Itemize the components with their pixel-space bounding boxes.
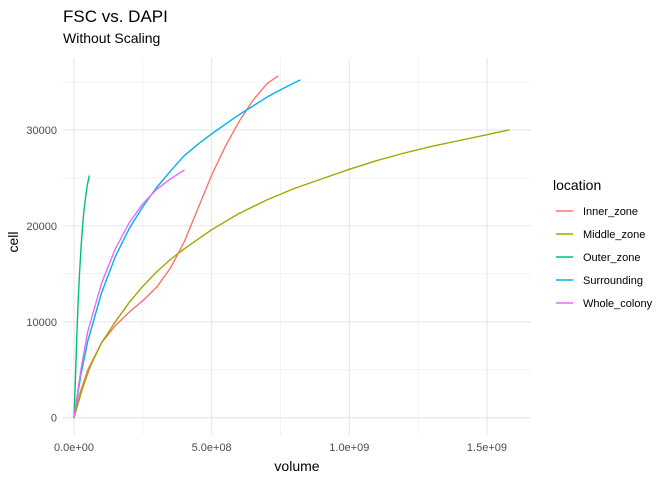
gridlines [63,58,531,435]
y-tick-label-3: 30000 [26,125,57,137]
legend-label-whole-colony: Whole_colony [583,298,653,310]
legend-title: location [553,177,601,193]
x-tick-label-2: 1.0e+09 [329,442,369,454]
x-tick-label-3: 1.5e+09 [467,442,507,454]
legend-label-inner-zone: Inner_zone [583,206,638,218]
legend-label-outer-zone: Outer_zone [583,252,640,264]
chart-subtitle: Without Scaling [63,30,160,46]
legend-label-surrounding: Surrounding [583,275,643,287]
x-tick-label-0: 0.0e+00 [54,442,94,454]
legend: Inner_zone Middle_zone Outer_zone Surroundi… [556,206,653,310]
x-axis-title: volume [274,458,319,474]
series-line-outer-zone [73,175,90,419]
series-line-middle-zone [73,129,510,419]
x-tick-label-1: 5.0e+08 [192,442,232,454]
series-line-inner-zone [73,75,279,419]
y-axis-title: cell [5,231,21,252]
y-tick-label-2: 20000 [26,221,57,233]
series-line-surrounding [73,79,301,419]
y-tick-label-1: 10000 [26,317,57,329]
plot-lines [73,75,510,419]
tick-labels: 0.0e+00 5.0e+08 1.0e+09 1.5e+09 0 10000 20000 3… [26,125,507,454]
legend-label-middle-zone: Middle_zone [583,229,645,241]
y-tick-label-0: 0 [51,413,57,425]
chart-title: FSC vs. DAPI [63,7,168,26]
series-line-whole-colony [73,169,185,419]
